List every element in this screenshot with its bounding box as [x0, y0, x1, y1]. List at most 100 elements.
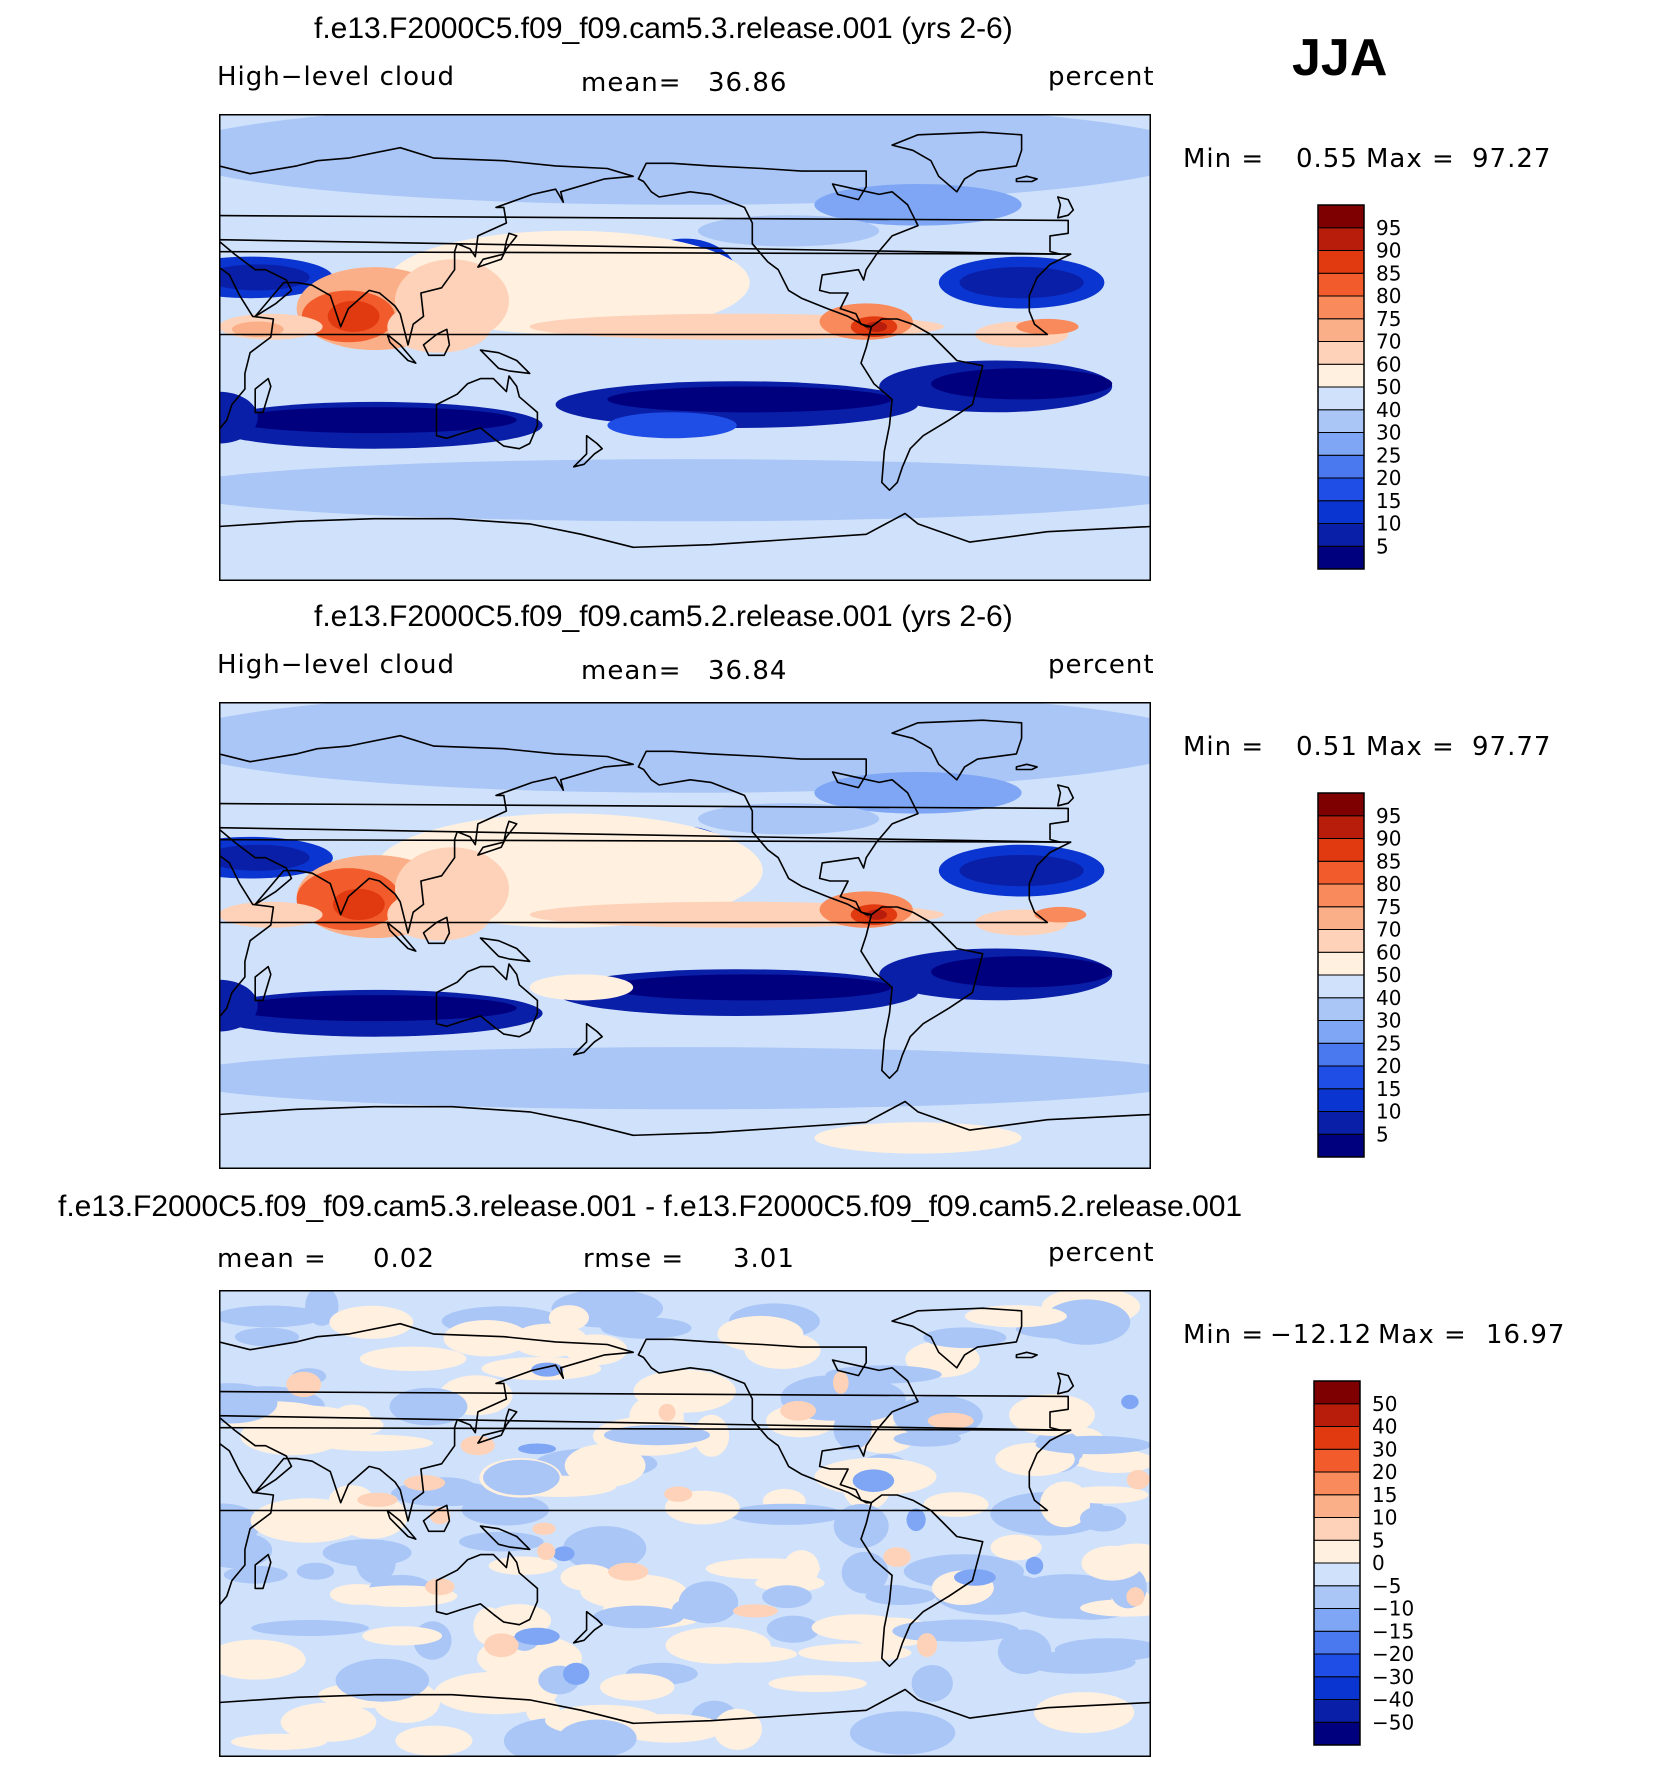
- contour-region: [959, 267, 1084, 299]
- colorbar-level-label: 5: [1376, 534, 1389, 558]
- panel2-min-label: Min =: [1183, 732, 1265, 762]
- coastline-japan: [477, 1408, 518, 1444]
- contour-region: [841, 1551, 889, 1594]
- colorbar-level-label: 90: [1376, 827, 1401, 851]
- coastline-sumatra: [386, 921, 417, 952]
- contour-region: [1016, 318, 1079, 335]
- contour-region: [600, 1673, 675, 1701]
- contour-region: [799, 1377, 906, 1423]
- contour-region: [607, 386, 893, 413]
- panel3-mean-value: 0.02: [373, 1244, 435, 1274]
- colorbar-swatch: [1317, 997, 1365, 1021]
- contour-region: [403, 1475, 446, 1491]
- panel2-units: percent: [1048, 650, 1155, 680]
- contour-region: [558, 1719, 637, 1757]
- contour-region: [335, 1658, 430, 1702]
- coastline-uk: [1056, 196, 1075, 219]
- colorbar-level-label: 75: [1376, 307, 1401, 331]
- contour-region: [219, 702, 1151, 793]
- contour-region: [732, 1604, 778, 1618]
- contour-region: [798, 1643, 912, 1663]
- contour-region: [607, 412, 737, 439]
- panel2-mean-value: 36.84: [708, 656, 788, 686]
- colorbar-swatch: [1317, 860, 1365, 885]
- panel3-max-value: 16.97: [1486, 1320, 1566, 1350]
- coastline-uk: [1056, 1372, 1075, 1395]
- panel3-map: [219, 1290, 1151, 1757]
- contour-region: [335, 1494, 408, 1539]
- colorbar-swatch: [1317, 792, 1365, 817]
- contour-region: [395, 1725, 473, 1756]
- contour-region: [387, 300, 491, 353]
- contour-region: [280, 1702, 377, 1742]
- contour-region: [231, 407, 517, 434]
- colorbar-level-label: 5: [1372, 1528, 1385, 1552]
- colorbar-swatch: [1317, 838, 1365, 862]
- contour-region: [219, 459, 1151, 522]
- coastline-borneo: [422, 916, 451, 945]
- colorbar-level-label: 25: [1376, 1031, 1401, 1055]
- contour-region: [1025, 1556, 1044, 1575]
- colorbar-level-label: 30: [1376, 421, 1401, 445]
- contour-region: [678, 1581, 739, 1624]
- contour-region: [219, 391, 258, 444]
- contour-region: [332, 888, 385, 920]
- contour-region: [1042, 1299, 1131, 1345]
- coastline-africa: [219, 250, 1072, 431]
- contour-region: [529, 974, 634, 1001]
- coastline-eurasia: [219, 146, 1070, 346]
- colorbar-swatch: [1317, 1088, 1365, 1112]
- panel1-map: [219, 114, 1151, 581]
- coastline-australia: [435, 1551, 539, 1626]
- contour-region: [532, 1522, 556, 1535]
- colorbar-level-label: 85: [1376, 849, 1401, 873]
- contour-region: [1040, 1481, 1090, 1528]
- contour-region: [580, 1574, 687, 1610]
- contour-region: [362, 1626, 443, 1646]
- contour-region: [665, 1627, 771, 1664]
- colorbar-swatch: [1317, 250, 1365, 274]
- colorbar-level-label: 70: [1376, 330, 1401, 354]
- contour-region: [1034, 906, 1087, 923]
- colorbar-swatch: [1313, 1630, 1361, 1655]
- map-frame: [219, 114, 1151, 581]
- colorbar-level-label: 15: [1372, 1483, 1397, 1507]
- colorbar-swatch: [1313, 1403, 1361, 1427]
- coastline-madagascar: [254, 1553, 272, 1590]
- panel2-max-value: 97.77: [1472, 732, 1552, 762]
- panel1-variable: High−level cloud: [217, 62, 456, 92]
- panel1-min-value: 0.55: [1296, 144, 1358, 174]
- contour-region: [219, 264, 310, 291]
- contour-region: [1035, 1435, 1151, 1455]
- colorbar-swatch: [1317, 523, 1365, 547]
- coastline-antarctica: [219, 512, 1151, 549]
- contour-region: [514, 1627, 560, 1645]
- coastline-sumatra: [386, 1509, 417, 1540]
- contour-region: [893, 1430, 961, 1447]
- panel3-title: f.e13.F2000C5.f09_f09.cam5.3.release.001…: [58, 1190, 1243, 1223]
- contour-region: [698, 215, 880, 247]
- coastline-borneo: [422, 328, 451, 357]
- contour-region: [315, 1434, 433, 1452]
- panel3-max-label: Max =: [1378, 1320, 1467, 1350]
- coastline-samerica: [860, 906, 984, 1080]
- coastline-newguinea: [479, 937, 531, 963]
- contour-region: [1126, 1470, 1150, 1490]
- colorbar-level-label: 20: [1376, 466, 1401, 490]
- panel3-rmse-value: 3.01: [733, 1244, 795, 1274]
- contour-region: [698, 803, 880, 835]
- colorbar-swatch: [1317, 1133, 1365, 1158]
- colorbar-swatch: [1317, 929, 1365, 953]
- coastline-antarctica: [219, 1100, 1151, 1137]
- contour-region: [251, 1620, 369, 1636]
- panel2-title: f.e13.F2000C5.f09_f09.cam5.2.release.001…: [314, 600, 1013, 633]
- contour-region: [219, 1047, 1151, 1110]
- colorbar-level-label: 0: [1372, 1551, 1385, 1575]
- panel3-units: percent: [1048, 1238, 1155, 1268]
- colorbar-swatch: [1317, 883, 1365, 908]
- colorbar-level-label: 40: [1376, 986, 1401, 1010]
- colorbar-level-label: 10: [1376, 1100, 1401, 1124]
- coastline-namerica: [637, 1338, 919, 1504]
